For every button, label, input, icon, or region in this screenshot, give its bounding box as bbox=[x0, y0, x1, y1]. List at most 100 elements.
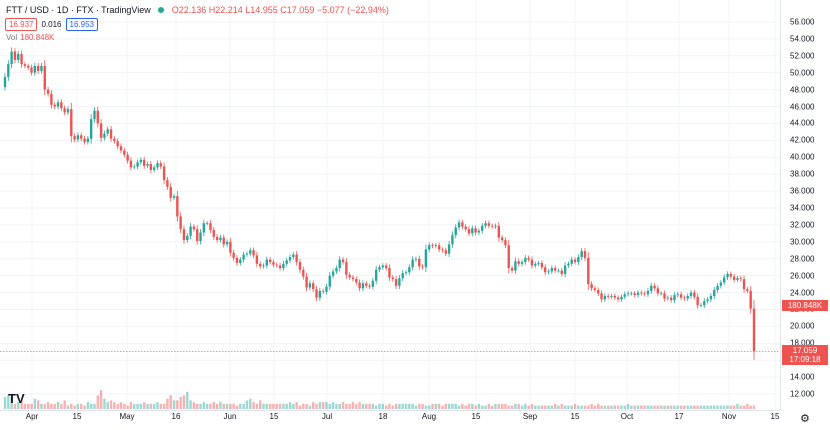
candle-body bbox=[457, 222, 461, 228]
candle-body bbox=[10, 51, 13, 65]
volume-bar bbox=[580, 405, 583, 409]
volume-bar bbox=[328, 403, 331, 409]
volume-bar bbox=[660, 405, 663, 409]
candle-body bbox=[133, 166, 136, 168]
volume-bar bbox=[398, 403, 401, 409]
y-tick-label: 30.000 bbox=[790, 237, 815, 247]
candle-body bbox=[471, 228, 474, 234]
volume-bar bbox=[60, 403, 63, 409]
candle-body bbox=[633, 293, 636, 296]
volume-bar bbox=[749, 405, 752, 409]
volume-bar bbox=[560, 403, 563, 409]
candle-body bbox=[742, 279, 746, 290]
candle-body bbox=[17, 54, 20, 60]
volume-bar bbox=[262, 403, 265, 409]
candle-body bbox=[481, 225, 484, 231]
bid-price[interactable]: 16.937 bbox=[5, 18, 38, 31]
volume-bar bbox=[119, 402, 123, 409]
candle-body bbox=[361, 283, 365, 289]
x-tick-label: Oct bbox=[620, 412, 634, 421]
symbol-header[interactable]: FTT / USD · 1D · FTX · TradingView O22.1… bbox=[6, 3, 394, 17]
candle-body bbox=[709, 295, 713, 300]
candle-body bbox=[371, 280, 375, 287]
symbol-title[interactable]: FTT / USD · 1D · FTX · TradingView bbox=[6, 5, 151, 15]
candle-body bbox=[696, 296, 699, 306]
candle-body bbox=[467, 229, 471, 234]
volume-bar bbox=[103, 398, 106, 409]
volume-bar bbox=[232, 403, 235, 409]
volume-bar bbox=[437, 403, 441, 409]
volume-bar bbox=[467, 403, 471, 409]
volume-bar bbox=[570, 405, 573, 409]
candle-body bbox=[686, 295, 689, 299]
candle-body bbox=[7, 64, 10, 77]
candle-body bbox=[199, 232, 202, 241]
candle-body bbox=[27, 65, 30, 68]
volume-bar bbox=[394, 403, 398, 409]
volume-bar bbox=[544, 405, 547, 409]
x-tick-label: Jun bbox=[223, 412, 237, 421]
volume-bar bbox=[633, 405, 636, 409]
candle-body bbox=[56, 102, 60, 107]
candle-body bbox=[116, 141, 119, 147]
candle-body bbox=[119, 146, 123, 151]
candle-body bbox=[129, 160, 133, 168]
candle-body bbox=[30, 67, 33, 73]
candle-body bbox=[683, 297, 686, 299]
candles bbox=[3, 47, 756, 360]
volume-bar bbox=[166, 398, 169, 409]
candle-body bbox=[590, 284, 593, 289]
candle-body bbox=[268, 259, 272, 263]
volume-bar bbox=[603, 405, 607, 409]
candle-body bbox=[239, 259, 242, 263]
candle-body bbox=[749, 290, 752, 309]
candle-body bbox=[663, 293, 666, 299]
volume-bar bbox=[616, 405, 620, 409]
volume-bar bbox=[292, 403, 295, 409]
y-tick-label: 44.000 bbox=[790, 118, 815, 128]
volume-bar bbox=[179, 396, 182, 409]
candle-body bbox=[80, 135, 83, 139]
grid bbox=[0, 0, 780, 410]
candle-body bbox=[431, 245, 434, 247]
volume-bar bbox=[136, 403, 139, 409]
candle-body bbox=[451, 235, 454, 245]
volume-bar bbox=[600, 405, 603, 409]
volume-bar bbox=[752, 405, 756, 409]
volume-bar bbox=[514, 403, 517, 409]
volume-bar bbox=[606, 405, 610, 409]
volume-bar bbox=[636, 405, 640, 409]
volume-bar bbox=[3, 396, 7, 409]
tradingview-logo-icon[interactable]: TV bbox=[8, 391, 25, 406]
candle-body bbox=[192, 226, 196, 230]
volume-legend[interactable]: Vol 180.848K bbox=[6, 33, 54, 42]
candle-body bbox=[89, 119, 93, 139]
volume-bar bbox=[391, 405, 394, 409]
volume-bar bbox=[43, 403, 46, 409]
candle-body bbox=[249, 250, 252, 254]
volume-bar bbox=[520, 405, 524, 409]
volume-bar bbox=[626, 403, 630, 409]
volume-bar bbox=[268, 403, 272, 409]
ask-price[interactable]: 16.953 bbox=[65, 18, 98, 31]
candle-body bbox=[229, 241, 232, 253]
volume-bar bbox=[534, 405, 537, 409]
candle-body bbox=[464, 226, 467, 230]
candle-body bbox=[739, 278, 742, 280]
candle-body bbox=[414, 258, 418, 260]
volume-bar bbox=[17, 402, 20, 409]
volume-bar bbox=[563, 405, 567, 409]
volume-bar bbox=[504, 403, 507, 409]
candle-body bbox=[202, 223, 206, 233]
candle-body bbox=[13, 51, 17, 60]
volume-bar bbox=[530, 403, 534, 409]
y-tick-label: 42.000 bbox=[790, 135, 815, 145]
volume-bar bbox=[713, 405, 716, 409]
gear-icon[interactable]: ⚙ bbox=[800, 413, 810, 425]
candle-body bbox=[96, 110, 99, 124]
volume-bar bbox=[298, 405, 302, 409]
y-tick-label: 48.000 bbox=[790, 85, 815, 95]
price-axis-divider bbox=[780, 0, 781, 410]
